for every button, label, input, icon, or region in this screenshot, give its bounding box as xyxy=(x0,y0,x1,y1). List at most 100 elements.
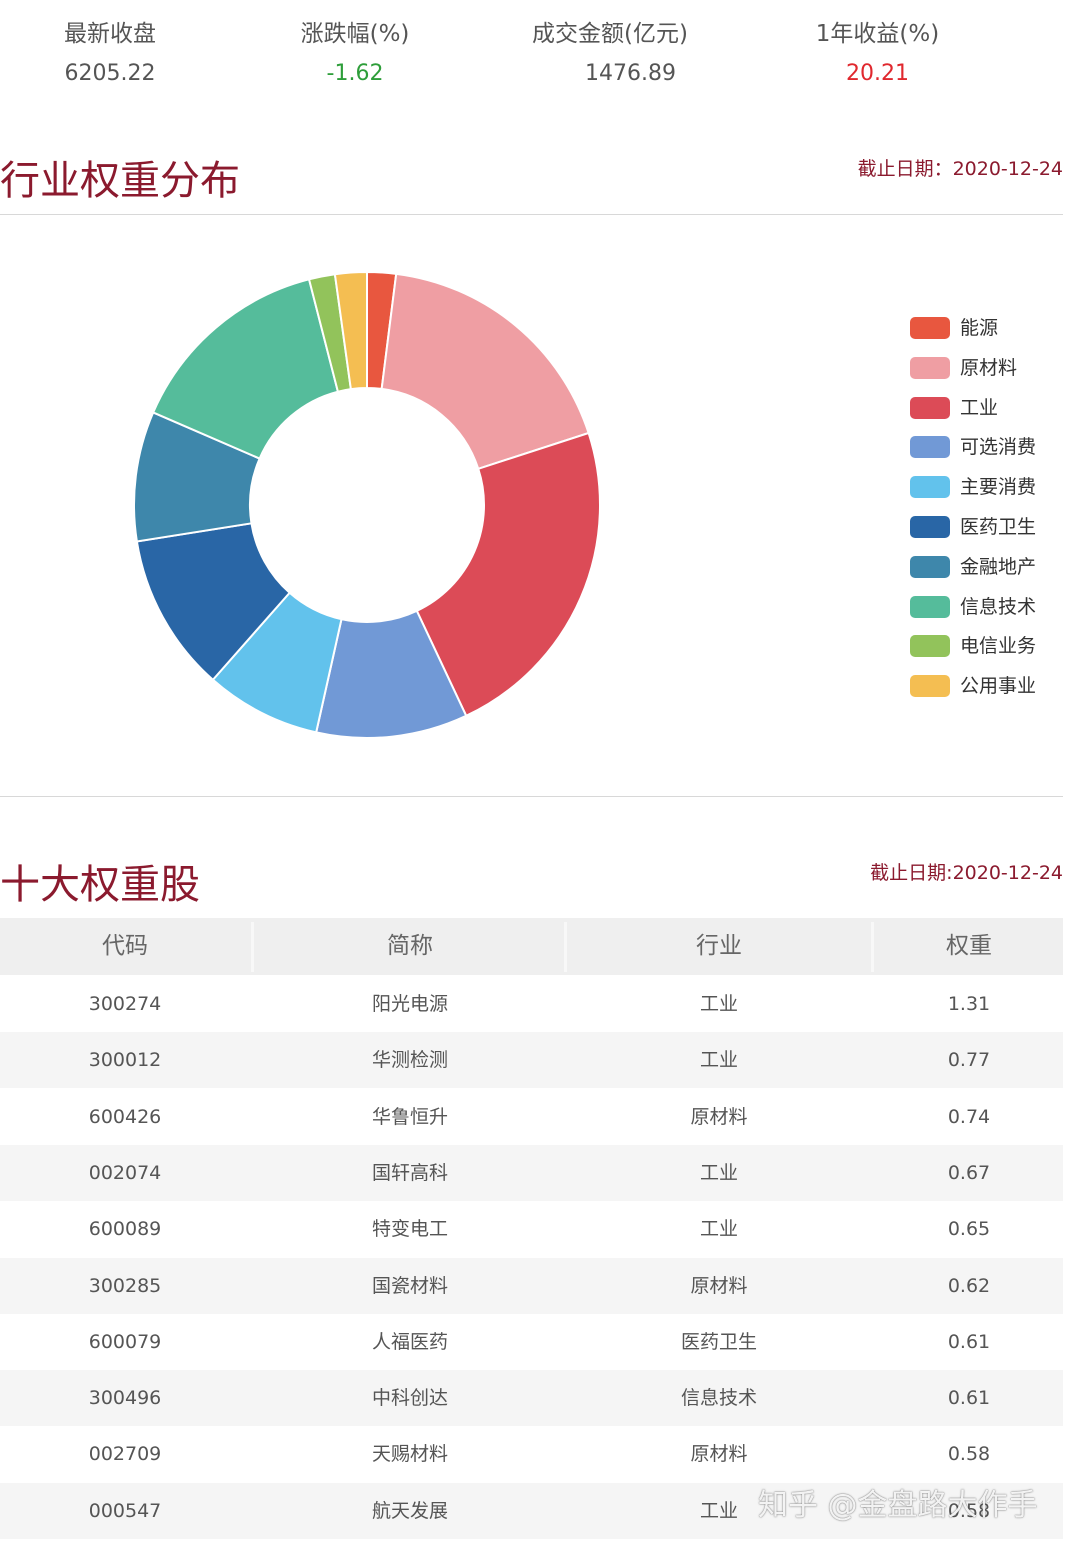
legend-label: 能源 xyxy=(960,317,999,339)
donut-slice-原材料[interactable] xyxy=(380,272,590,471)
cell-industry: 信息技术 xyxy=(680,1387,757,1410)
table-row[interactable]: 600079 人福医药 医药卫生 0.61 xyxy=(0,1314,1063,1370)
legend-swatch xyxy=(910,317,950,339)
cell-name: 天赐材料 xyxy=(371,1443,448,1466)
legend-swatch xyxy=(910,516,950,538)
cell-code: 600426 xyxy=(88,1105,162,1128)
cell-name: 华鲁恒升 xyxy=(371,1105,448,1128)
legend-label: 医药卫生 xyxy=(960,516,1037,538)
legend-item[interactable]: 公用事业 xyxy=(910,672,1070,702)
divider xyxy=(0,796,1063,797)
legend-swatch xyxy=(910,595,950,618)
stat-value: 1476.89 xyxy=(585,61,676,86)
table-header: 代码 简称 行业 权重 xyxy=(0,918,1063,975)
cell-weight: 1.31 xyxy=(947,993,991,1015)
cell-weight: 0.74 xyxy=(947,1105,991,1128)
index-stats: 最新收盘 6205.22 涨跌幅(%) -1.62 成交金额(亿元) 1476.… xyxy=(0,14,1080,94)
stat-change-pct: 涨跌幅(%) -1.62 xyxy=(275,14,435,94)
cell-code: 600089 xyxy=(88,1218,162,1241)
column-separator xyxy=(564,922,567,972)
legend-swatch xyxy=(910,436,950,459)
legend-item[interactable]: 电信业务 xyxy=(910,632,1070,662)
table-row[interactable]: 300285 国瓷材料 原材料 0.62 xyxy=(0,1257,1063,1314)
legend-item[interactable]: 医药卫生 xyxy=(910,513,1070,543)
table-row[interactable]: 300012 华测检测 工业 0.77 xyxy=(0,1032,1063,1089)
legend-swatch xyxy=(910,396,950,419)
table-row[interactable]: 300274 阳光电源 工业 1.31 xyxy=(0,976,1063,1032)
header-industry: 行业 xyxy=(696,933,742,959)
stat-label: 涨跌幅(%) xyxy=(300,21,410,47)
top10-section-title: 十大权重股 xyxy=(0,862,200,908)
watermark: 知乎 @金盘路大作手 xyxy=(758,1488,1038,1523)
legend-item[interactable]: 主要消费 xyxy=(910,473,1070,503)
header-weight: 权重 xyxy=(946,933,992,959)
stat-value: 6205.22 xyxy=(64,61,156,86)
cell-weight: 0.61 xyxy=(947,1330,991,1353)
header-name: 简称 xyxy=(387,933,433,959)
stat-label: 最新收盘 xyxy=(64,21,156,47)
cell-name: 航天发展 xyxy=(371,1499,448,1522)
legend-swatch xyxy=(910,476,950,499)
legend-label: 工业 xyxy=(960,396,999,419)
table-row[interactable]: 600089 特变电工 工业 0.65 xyxy=(0,1201,1063,1257)
table-row[interactable]: 000547 航天发展 工业 0.58 xyxy=(0,1482,1063,1539)
cell-name: 阳光电源 xyxy=(371,993,448,1015)
divider xyxy=(0,214,1063,215)
cell-industry: 工业 xyxy=(699,993,738,1015)
legend-label: 可选消费 xyxy=(960,436,1037,459)
column-separator xyxy=(871,922,874,972)
cell-industry: 原材料 xyxy=(690,1443,748,1466)
stat-1y-return: 1年收益(%) 20.21 xyxy=(795,14,960,94)
legend-swatch xyxy=(910,635,950,658)
legend-label: 信息技术 xyxy=(960,595,1037,618)
legend-swatch xyxy=(910,356,950,379)
legend-item[interactable]: 能源 xyxy=(910,314,1070,344)
cell-code: 000547 xyxy=(88,1499,162,1522)
table-row[interactable]: 002074 国轩高科 工业 0.67 xyxy=(0,1144,1063,1201)
cell-weight: 0.77 xyxy=(947,1049,991,1072)
cell-industry: 医药卫生 xyxy=(680,1330,757,1353)
table-row[interactable]: 300496 中科创达 信息技术 0.61 xyxy=(0,1370,1063,1427)
donut-slice-信息技术[interactable] xyxy=(151,278,340,460)
cell-industry: 原材料 xyxy=(690,1105,748,1128)
industry-section-title: 行业权重分布 xyxy=(0,158,240,204)
header-code: 代码 xyxy=(102,933,148,959)
cell-code: 002709 xyxy=(88,1443,162,1466)
top10-cutoff-date: 截止日期:2020-12-24 xyxy=(870,862,1063,884)
cell-code: 300274 xyxy=(88,993,162,1015)
legend-item[interactable]: 可选消费 xyxy=(910,433,1070,463)
table-row[interactable]: 600426 华鲁恒升 原材料 0.74 xyxy=(0,1089,1063,1145)
cell-industry: 工业 xyxy=(699,1161,738,1184)
stat-value: -1.62 xyxy=(326,61,384,86)
legend-label: 主要消费 xyxy=(960,476,1037,499)
cell-weight: 0.62 xyxy=(947,1274,991,1297)
cell-name: 特变电工 xyxy=(371,1218,448,1241)
legend-label: 公用事业 xyxy=(960,675,1037,698)
legend-item[interactable]: 工业 xyxy=(910,394,1070,424)
legend-item[interactable]: 信息技术 xyxy=(910,593,1070,623)
legend-label: 原材料 xyxy=(960,356,1018,379)
legend-item[interactable]: 原材料 xyxy=(910,354,1070,384)
cell-name: 华测检测 xyxy=(371,1049,448,1072)
legend-item[interactable]: 金融地产 xyxy=(910,553,1070,583)
cell-industry: 工业 xyxy=(699,1499,738,1522)
cell-industry: 工业 xyxy=(699,1218,738,1241)
cell-industry: 工业 xyxy=(699,1049,738,1072)
donut-slice-工业[interactable] xyxy=(415,431,601,718)
legend-swatch xyxy=(910,555,950,578)
stat-turnover: 成交金额(亿元) 1476.89 xyxy=(515,14,705,94)
cell-name: 中科创达 xyxy=(371,1387,448,1410)
cell-weight: 0.67 xyxy=(947,1161,991,1184)
stat-label: 1年收益(%) xyxy=(815,21,940,47)
stat-label: 成交金额(亿元) xyxy=(532,21,688,47)
donut-slice-公用事业[interactable] xyxy=(333,270,368,391)
legend-label: 金融地产 xyxy=(960,555,1037,578)
cell-weight: 0.61 xyxy=(947,1387,991,1410)
cell-weight: 0.65 xyxy=(947,1218,991,1241)
cell-industry: 原材料 xyxy=(690,1274,748,1297)
table-row[interactable]: 002709 天赐材料 原材料 0.58 xyxy=(0,1426,1063,1482)
cell-name: 人福医药 xyxy=(371,1330,448,1353)
cell-weight: 0.58 xyxy=(947,1499,991,1522)
stat-latest-close: 最新收盘 6205.22 xyxy=(30,14,190,94)
cell-name: 国轩高科 xyxy=(371,1161,448,1184)
